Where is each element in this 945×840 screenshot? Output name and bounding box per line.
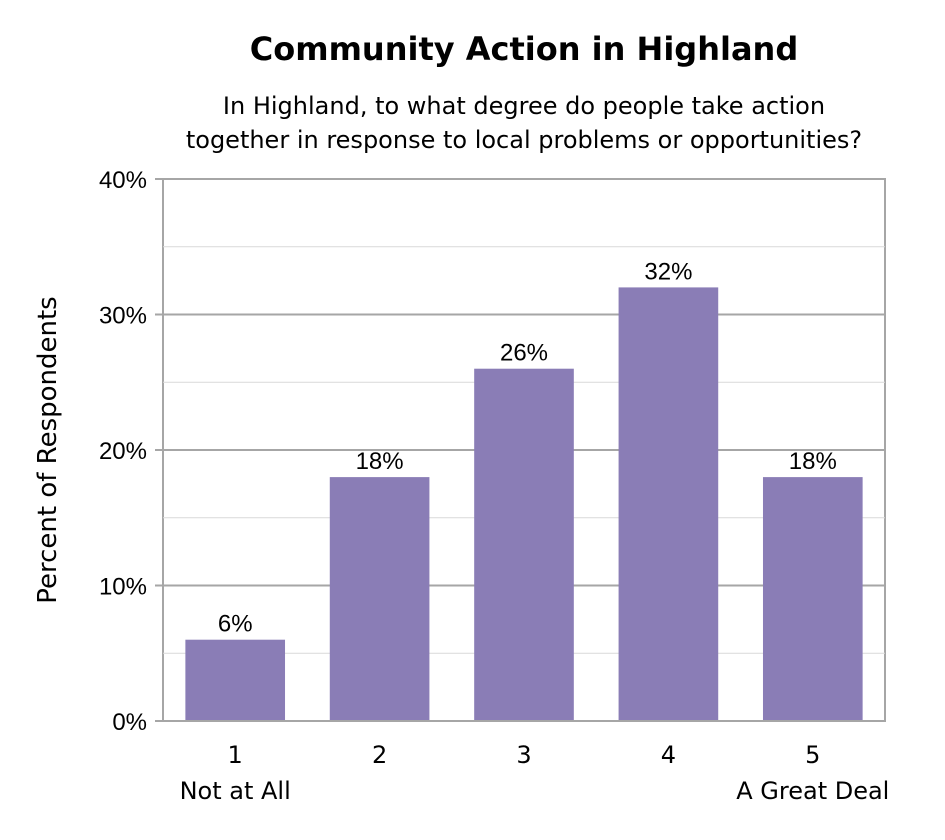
x-tick-label: 3 (516, 741, 531, 769)
y-tick-label: 40% (99, 167, 147, 194)
data-label: 18% (789, 448, 837, 475)
plot-area: 0% 10% 20% 30% 40% 6% 1 Not at All 18% 2 26% 3 32% 4 1… (99, 167, 889, 805)
bar (762, 477, 863, 721)
x-tick-label: 2 (372, 741, 387, 769)
bar (474, 368, 574, 721)
chart-subtitle-line-2: together in response to local problems o… (186, 126, 862, 154)
y-tick-label: 30% (99, 303, 147, 330)
bar (618, 287, 719, 721)
x-tick-label: 4 (661, 741, 676, 769)
bar (329, 477, 430, 721)
chart-subtitle-line-1: In Highland, to what degree do people ta… (223, 92, 825, 120)
y-tick-label: 0% (112, 709, 147, 736)
x-tick-label: 1 (228, 741, 243, 769)
data-label: 6% (218, 611, 253, 638)
data-label: 18% (356, 448, 404, 475)
y-axis-label: Percent of Respondents (33, 296, 63, 603)
x-tick-sublabel: A Great Deal (736, 777, 889, 805)
data-label: 26% (500, 340, 548, 367)
data-label: 32% (644, 258, 692, 285)
bar (185, 639, 286, 721)
y-tick-label: 20% (99, 438, 147, 465)
y-tick-label: 10% (99, 574, 147, 601)
x-tick-label: 5 (805, 741, 820, 769)
chart-title: Community Action in Highland (250, 30, 798, 68)
x-tick-sublabel: Not at All (180, 777, 291, 805)
